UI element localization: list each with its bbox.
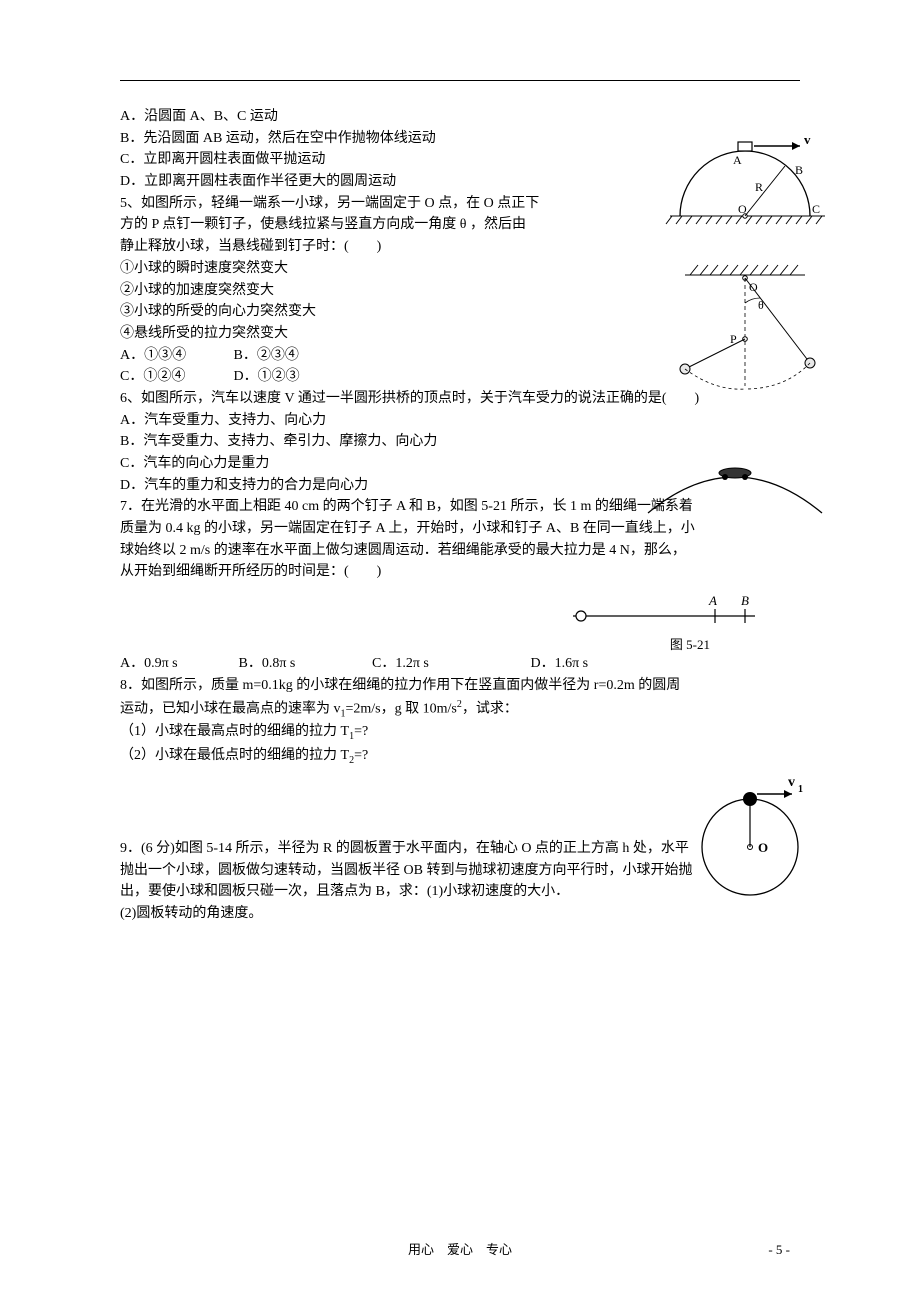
fig521-caption: 图 5-21	[670, 635, 710, 655]
q5-opt-b: B．②③④	[234, 348, 299, 363]
fig521-block: A B 图 5-21	[120, 583, 800, 653]
figure-semicircle: v A B R O C	[660, 136, 830, 231]
svg-text:A: A	[708, 593, 717, 608]
svg-text:v: v	[804, 136, 811, 147]
q7-opt-d: D．1.6π s	[531, 656, 589, 671]
svg-text:O: O	[738, 202, 747, 216]
q8-sub1: （1）小球在最高点时的细绳的拉力 T1=?	[120, 721, 800, 744]
figure-pegs: A B	[565, 591, 765, 631]
bridge-svg	[640, 461, 830, 521]
q8-s1-pre: （1）小球在最高点时的细绳的拉力 T	[120, 724, 349, 739]
q7-line3: 球始终以 2 m/s 的速率在水平面上做匀速圆周运动．若细绳能承受的最大拉力是 …	[120, 540, 800, 562]
q7-opt-a: A．0.9π s	[120, 653, 235, 675]
q8-l2-mid: =2m/s，g 取 10m/s	[346, 701, 457, 716]
option-a: A．沿圆面 A、B、C 运动	[120, 106, 800, 128]
q5-opt-c: C．①②④	[120, 366, 230, 388]
svg-text:θ: θ	[758, 298, 764, 312]
footer-page: - 5 -	[768, 1240, 790, 1260]
pegs-svg: A B	[565, 591, 765, 631]
vcircle-svg: v 1 O	[690, 772, 820, 902]
page: v A B R O C	[0, 0, 920, 1302]
pendulum-svg: O θ P	[650, 261, 830, 401]
q5-opt-d: D．①②③	[234, 369, 300, 384]
q5-line3: 静止释放小球，当悬线碰到钉子时：( )	[120, 236, 800, 258]
q6-opt-b: B．汽车受重力、支持力、牵引力、摩擦力、向心力	[120, 431, 800, 453]
q8-line2: 运动，已知小球在最高点的速率为 v1=2m/s，g 取 10m/s2，试求：	[120, 697, 800, 722]
q5-opt-a: A．①③④	[120, 345, 230, 367]
q7-opt-b: B．0.8π s	[239, 653, 369, 675]
q7-line4: 从开始到细绳断开所经历的时间是：( )	[120, 561, 800, 583]
q8-sub2: （2）小球在最低点时的细绳的拉力 T2=?	[120, 745, 800, 768]
svg-text:O: O	[749, 280, 758, 294]
svg-text:1: 1	[798, 784, 803, 795]
svg-text:B: B	[795, 163, 803, 177]
svg-text:B: B	[741, 593, 749, 608]
svg-text:O: O	[758, 840, 768, 855]
svg-text:A: A	[733, 153, 742, 167]
q7-options: A．0.9π s B．0.8π s C．1.2π s D．1.6π s	[120, 653, 800, 675]
figure-pendulum: O θ P	[650, 261, 830, 401]
q7-opt-c: C．1.2π s	[372, 653, 527, 675]
q8-l2-pre: 运动，已知小球在最高点的速率为 v	[120, 701, 341, 716]
svg-text:v: v	[788, 775, 795, 790]
top-rule	[120, 80, 800, 81]
svg-text:P: P	[730, 332, 737, 346]
svg-text:R: R	[755, 180, 763, 194]
figure-bridge	[640, 461, 830, 521]
content-area: v A B R O C	[120, 106, 800, 925]
svg-text:C: C	[812, 202, 820, 216]
q8-line1: 8．如图所示，质量 m=0.1kg 的小球在细绳的拉力作用下在竖直面内做半径为 …	[120, 675, 800, 697]
semicircle-svg: v A B R O C	[660, 136, 830, 231]
figure-vertical-circle: v 1 O	[690, 772, 820, 902]
q8-l2-post: ，试求：	[462, 701, 518, 716]
q8-s2-post: =?	[354, 748, 368, 763]
q9-line4: (2)圆板转动的角速度。	[120, 903, 800, 925]
q8-s2-pre: （2）小球在最低点时的细绳的拉力 T	[120, 748, 349, 763]
q8-s1-post: =?	[354, 724, 368, 739]
q6-opt-a: A．汽车受重力、支持力、向心力	[120, 410, 800, 432]
q7-line2: 质量为 0.4 kg 的小球，另一端固定在钉子 A 上，开始时，小球和钉子 A、…	[120, 518, 800, 540]
